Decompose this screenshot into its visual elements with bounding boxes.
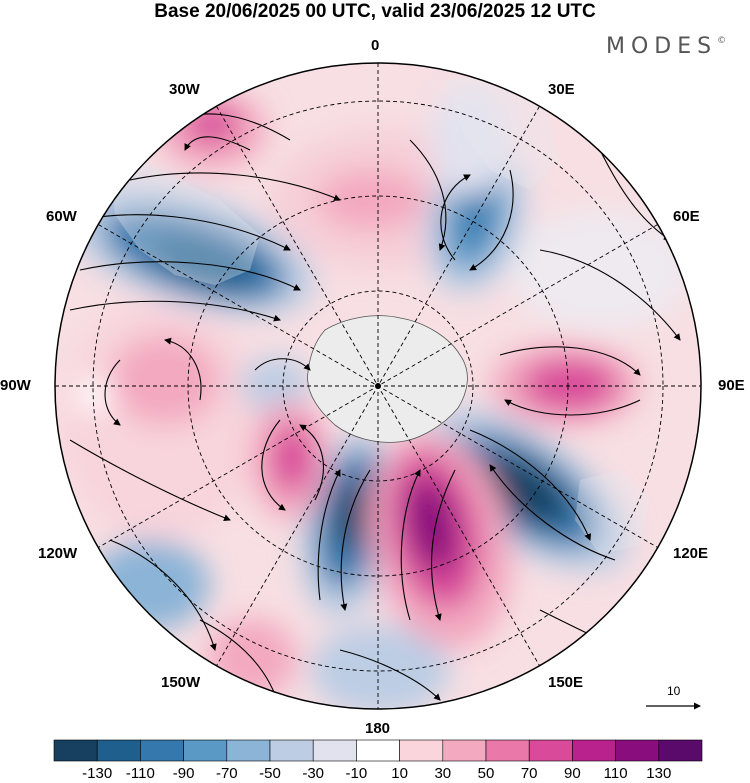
colorbar-tick-label: -30	[302, 765, 325, 782]
lon-label-30e: 30E	[548, 81, 575, 98]
anomaly-negative-180	[310, 625, 450, 709]
colorbar-tick-label: -50	[259, 765, 281, 782]
map-border	[54, 62, 702, 710]
anomaly-positive-90w	[110, 335, 220, 425]
anomaly-negative-120w	[90, 540, 210, 630]
colorbar-tick-label: -70	[215, 765, 238, 782]
map-title: Base 20/06/2025 00 UTC, valid 23/06/2025…	[154, 1, 596, 22]
lon-label-150w: 150W	[161, 674, 201, 691]
modes-logo: MODES©	[606, 34, 726, 59]
colorbar	[53, 739, 703, 762]
colorbar-swatch	[183, 739, 228, 762]
streamlines	[59, 113, 681, 709]
colorbar-tick-label: 30	[434, 765, 452, 782]
colorbar-swatch	[399, 739, 444, 762]
colorbar-tick-label: -110	[125, 765, 155, 782]
colorbar-swatch	[269, 739, 314, 762]
australia-land	[575, 470, 650, 555]
colorbar-swatch	[53, 739, 98, 762]
colorbar-tick-label: -130	[82, 765, 113, 782]
lon-label-30w: 30W	[169, 81, 200, 98]
colorbar-tick-label: 130	[646, 765, 672, 782]
colorbar-swatch	[442, 739, 487, 762]
lon-label-0: 0	[371, 37, 380, 54]
colorbar-tick-label: 70	[520, 765, 538, 782]
colorbar-tick-label: 10	[391, 765, 408, 782]
antarctica-land	[307, 315, 468, 443]
reference-vector-label: 10	[667, 684, 681, 698]
lon-label-180: 180	[365, 720, 391, 737]
colorbar-swatch	[658, 739, 703, 762]
anomaly-negative-70w	[240, 357, 310, 413]
africa-land	[445, 75, 560, 190]
lon-label-90e: 90E	[718, 377, 745, 394]
colorbar-swatch	[140, 739, 184, 762]
colorbar-swatch	[312, 739, 357, 762]
colorbar-swatch	[96, 739, 141, 762]
pole-marker	[375, 383, 381, 389]
colorbar-tick-label: 110	[603, 765, 628, 782]
lon-label-90w: 90W	[0, 377, 31, 394]
brand-name: MODES	[606, 34, 718, 59]
colorbar-swatch	[485, 739, 530, 762]
landmasses	[110, 75, 650, 555]
lon-label-60w: 60W	[46, 208, 77, 225]
brand-mark: ©	[717, 36, 727, 46]
colorbar-swatch	[615, 739, 660, 762]
lon-label-150e: 150E	[548, 674, 584, 691]
colorbar-tick-label: 50	[477, 765, 495, 782]
colorbar-tick-label: 90	[564, 765, 581, 782]
colorbar-swatch	[572, 739, 616, 762]
south-america-land	[110, 160, 260, 285]
colorbar-swatch	[356, 739, 400, 762]
colorbar-swatch	[528, 739, 573, 762]
lon-label-60e: 60E	[673, 208, 700, 225]
map-field	[55, 63, 701, 709]
colorbar-tick-label: -10	[345, 765, 368, 782]
colorbar-tick-label: -90	[172, 765, 195, 782]
colorbar-swatch	[226, 739, 271, 762]
lon-label-120w: 120W	[38, 545, 78, 562]
lon-label-120e: 120E	[673, 545, 709, 562]
